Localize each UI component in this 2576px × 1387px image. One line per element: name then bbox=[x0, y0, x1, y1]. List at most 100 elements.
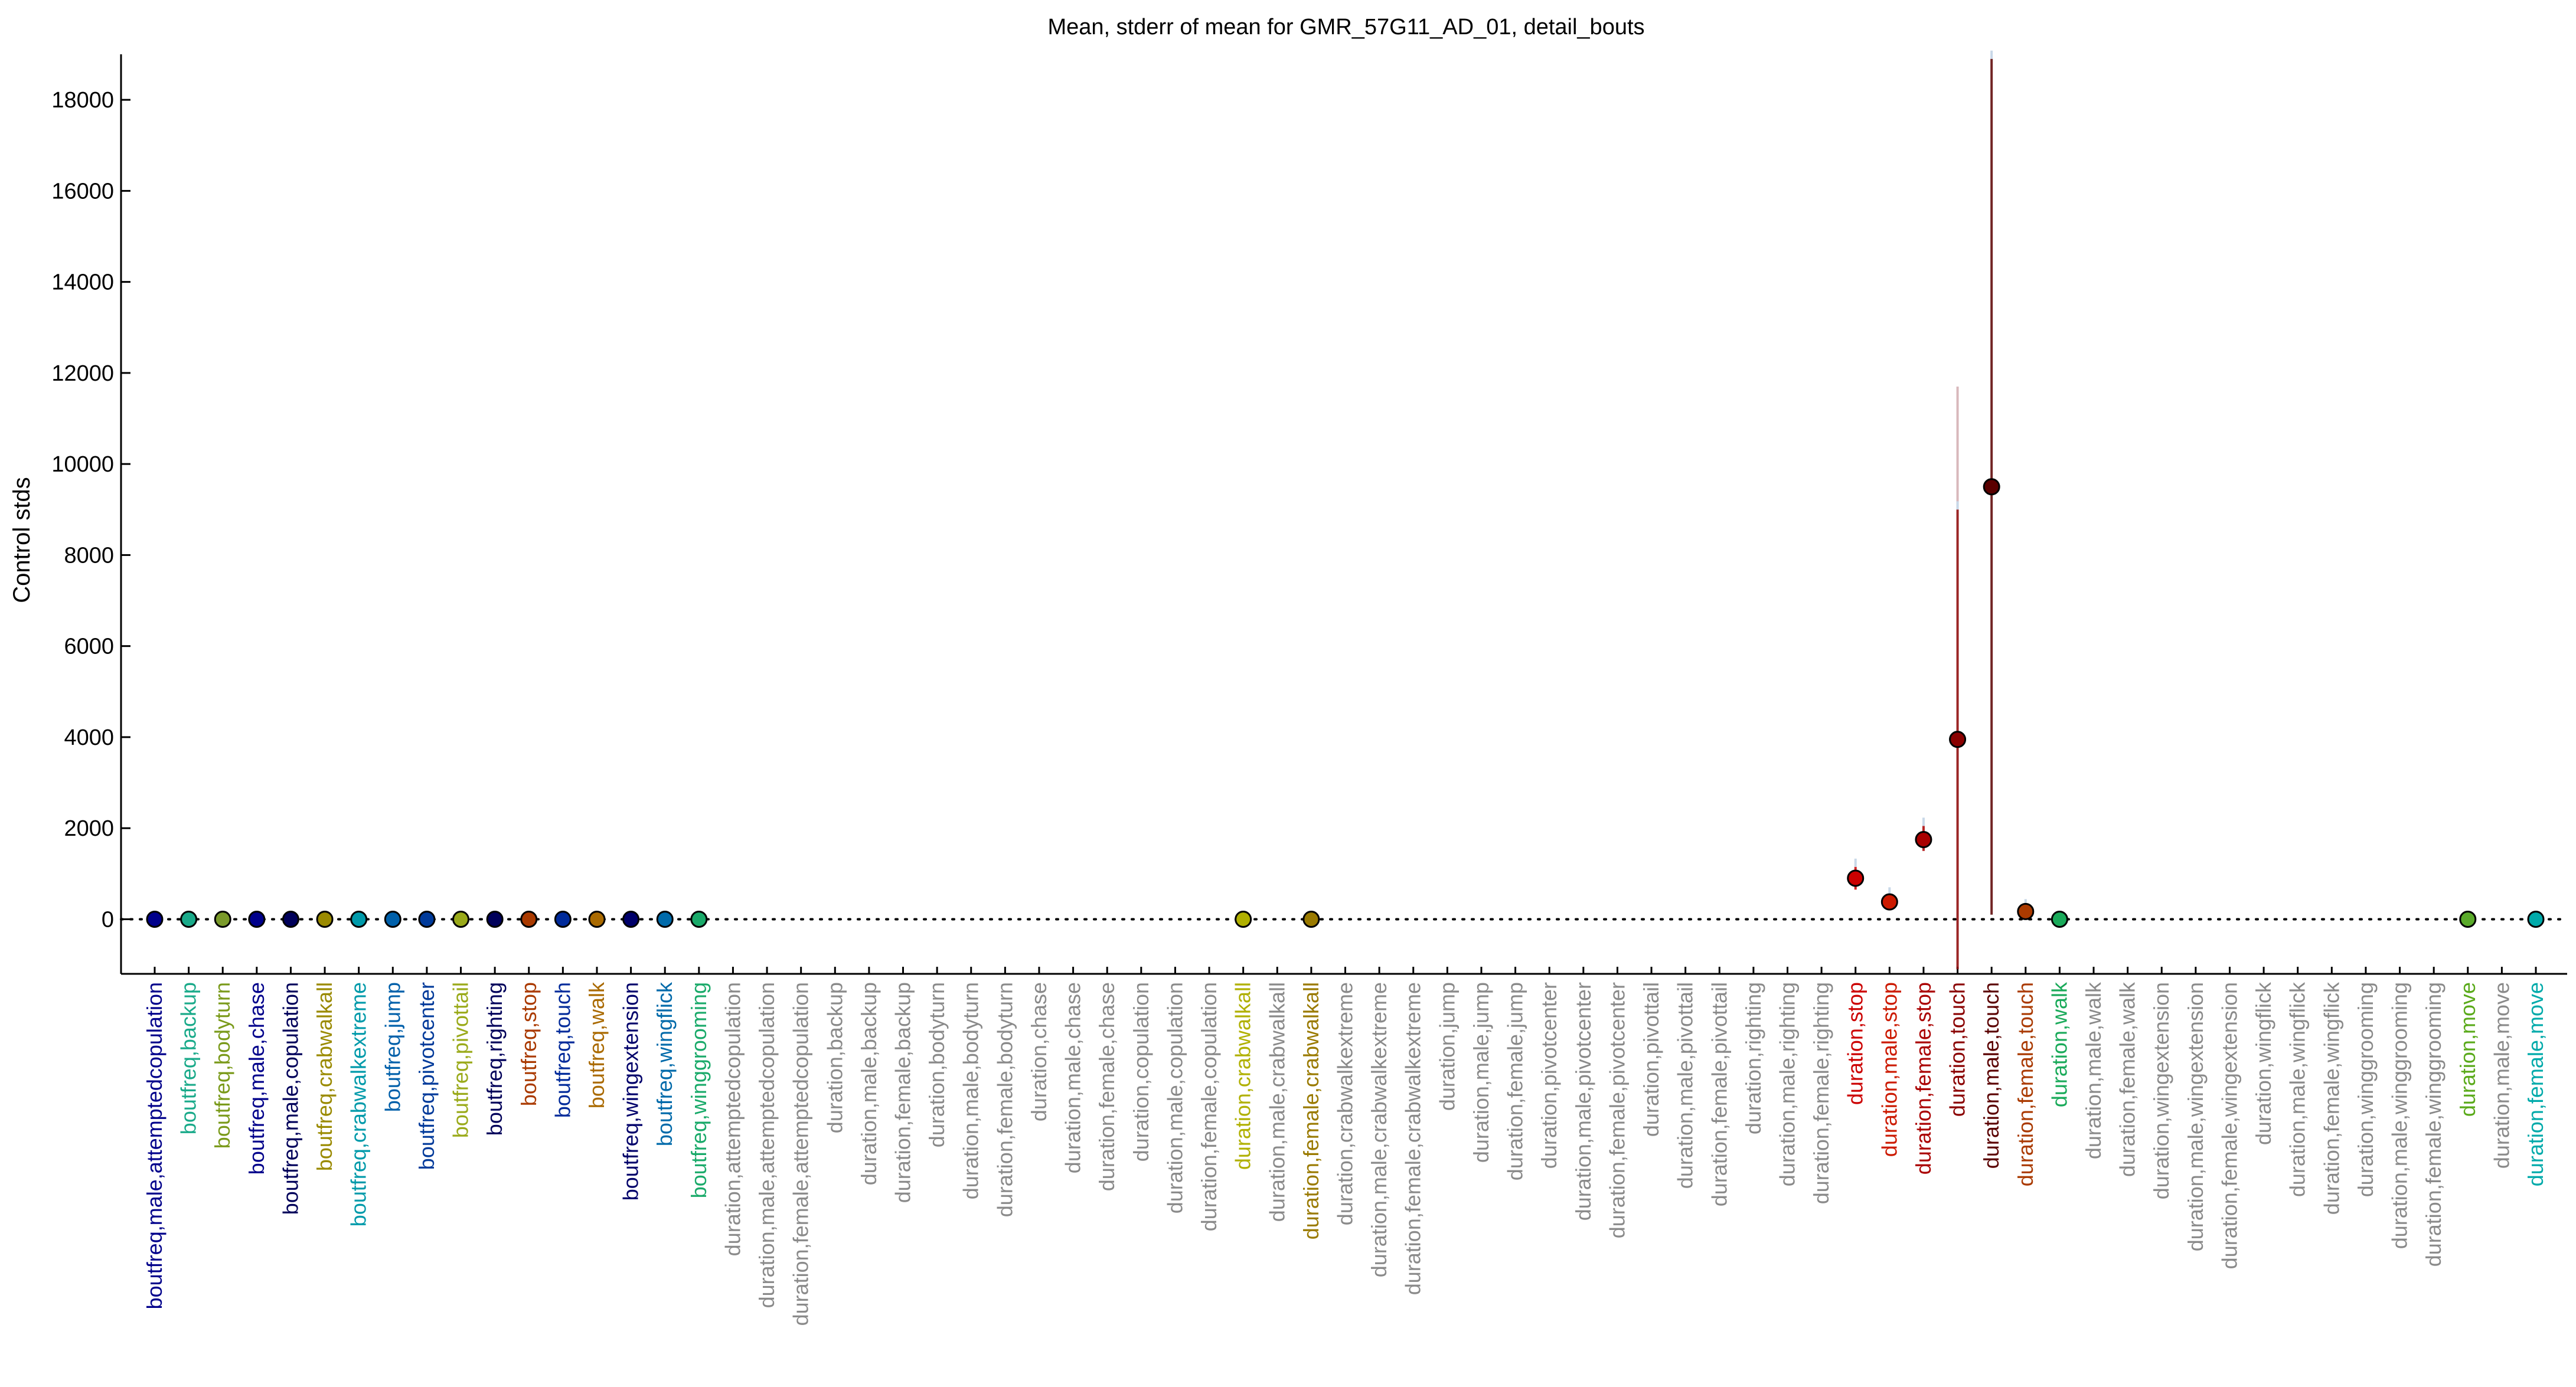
x-tick-label: duration,male,touch bbox=[1979, 982, 2003, 1169]
y-tick-label: 0 bbox=[102, 907, 114, 932]
data-point bbox=[656, 910, 674, 928]
x-tick-label: duration,female,wingextension bbox=[2217, 982, 2241, 1269]
x-tick-label: duration,wingextension bbox=[2149, 982, 2173, 1199]
x-tick-label: duration,male,crabwalkall bbox=[1265, 982, 1289, 1222]
x-tick-label: duration,righting bbox=[1741, 982, 1765, 1134]
x-tick-label: duration,female,crabwalkextreme bbox=[1401, 982, 1425, 1295]
x-tick-label: boutfreq,pivottail bbox=[449, 982, 473, 1138]
x-tick-label: duration,female,pivottail bbox=[1707, 982, 1731, 1206]
data-point bbox=[384, 910, 401, 928]
x-tick-label: duration,male,wingflick bbox=[2286, 982, 2310, 1197]
x-tick-label: boutfreq,righting bbox=[482, 982, 507, 1136]
x-tick-label: duration,female,walk bbox=[2115, 982, 2140, 1177]
data-point bbox=[2527, 910, 2545, 928]
data-point bbox=[1949, 731, 1967, 748]
data-point bbox=[520, 910, 538, 928]
x-tick-label: duration,wingflick bbox=[2251, 982, 2275, 1145]
x-tick-label: duration,female,crabwalkall bbox=[1299, 982, 1323, 1239]
x-tick-label: duration,female,touch bbox=[2013, 982, 2038, 1186]
data-point bbox=[690, 910, 708, 928]
y-tick-label: 4000 bbox=[64, 725, 114, 750]
data-point bbox=[1915, 830, 1932, 848]
y-tick-label: 16000 bbox=[51, 179, 114, 204]
x-tick-label: duration,attemptedcopulation bbox=[720, 982, 745, 1256]
x-tick-label: duration,male,jump bbox=[1469, 982, 1493, 1163]
data-point bbox=[146, 910, 164, 928]
x-tick-label: duration,male,winggrooming bbox=[2388, 982, 2412, 1249]
y-tick-label: 2000 bbox=[64, 816, 114, 841]
x-tick-label: duration,winggrooming bbox=[2353, 982, 2378, 1197]
x-tick-label: boutfreq,backup bbox=[177, 982, 201, 1134]
x-tick-label: boutfreq,male,copulation bbox=[278, 982, 302, 1215]
x-tick-label: duration,crabwalkextreme bbox=[1333, 982, 1357, 1225]
data-point bbox=[486, 910, 504, 928]
x-tick-label: duration,male,stop bbox=[1877, 982, 1901, 1157]
x-tick-label: duration,crabwalkall bbox=[1231, 982, 1255, 1170]
data-point bbox=[588, 910, 606, 928]
x-tick-label: duration,female,backup bbox=[891, 982, 915, 1203]
x-tick-label: duration,pivotcenter bbox=[1537, 982, 1561, 1169]
x-tick-label: duration,male,wingextension bbox=[2183, 982, 2208, 1251]
y-tick-label: 12000 bbox=[51, 361, 114, 386]
x-tick-label: duration,female,chase bbox=[1095, 982, 1119, 1191]
x-tick-label: duration,female,winggrooming bbox=[2421, 982, 2446, 1267]
x-tick-label: duration,male,copulation bbox=[1163, 982, 1187, 1213]
data-point bbox=[622, 910, 640, 928]
x-tick-label: duration,pivottail bbox=[1639, 982, 1663, 1137]
x-tick-label: duration,chase bbox=[1027, 982, 1051, 1121]
data-point bbox=[1983, 478, 2000, 496]
x-tick-label: boutfreq,pivotcenter bbox=[414, 982, 439, 1170]
x-tick-label: duration,male,backup bbox=[857, 982, 881, 1185]
x-tick-label: boutfreq,jump bbox=[380, 982, 404, 1112]
x-tick-label: duration,female,stop bbox=[1911, 982, 1935, 1175]
x-tick-label: duration,male,move bbox=[2489, 982, 2513, 1169]
x-tick-label: duration,male,crabwalkextreme bbox=[1367, 982, 1391, 1277]
x-tick-label: boutfreq,male,chase bbox=[244, 982, 269, 1175]
x-tick-label: duration,walk bbox=[2047, 982, 2071, 1107]
y-tick-label: 10000 bbox=[51, 452, 114, 477]
x-tick-label: duration,backup bbox=[822, 982, 847, 1133]
x-tick-label: duration,male,pivottail bbox=[1673, 982, 1697, 1189]
data-point bbox=[282, 910, 299, 928]
x-tick-label: duration,female,wingflick bbox=[2319, 982, 2343, 1215]
y-tick-label: 8000 bbox=[64, 543, 114, 568]
x-tick-label: duration,copulation bbox=[1129, 982, 1153, 1162]
axes bbox=[120, 54, 2567, 975]
data-point bbox=[554, 910, 572, 928]
x-tick-label: boutfreq,wingflick bbox=[652, 982, 677, 1146]
x-tick-label: duration,female,jump bbox=[1503, 982, 1527, 1180]
error-bars bbox=[1854, 50, 2027, 970]
data-point bbox=[350, 910, 368, 928]
data-point bbox=[248, 910, 266, 928]
x-tick-label: duration,male,bodyturn bbox=[959, 982, 983, 1199]
data-point bbox=[2017, 902, 2035, 920]
y-tick-label: 18000 bbox=[51, 88, 114, 113]
data-point bbox=[214, 910, 231, 928]
x-tick-label: duration,female,attemptedcopulation bbox=[789, 982, 813, 1326]
x-tick-label: duration,female,pivotcenter bbox=[1605, 982, 1629, 1238]
data-points bbox=[146, 478, 2545, 928]
x-tick-label: duration,male,walk bbox=[2081, 982, 2105, 1159]
chart-title: Mean, stderr of mean for GMR_57G11_AD_01… bbox=[1047, 15, 1644, 40]
y-tick-label: 14000 bbox=[51, 270, 114, 295]
data-point bbox=[2459, 910, 2477, 928]
y-tick-label: 6000 bbox=[64, 634, 114, 659]
data-point bbox=[1302, 910, 1320, 928]
x-tick-label: duration,female,bodyturn bbox=[992, 982, 1017, 1217]
x-tick-label: duration,female,move bbox=[2523, 982, 2548, 1186]
x-tick-label: duration,female,righting bbox=[1809, 982, 1833, 1204]
x-tick-label: boutfreq,winggrooming bbox=[687, 982, 711, 1198]
data-point bbox=[452, 910, 470, 928]
x-tick-label: boutfreq,walk bbox=[585, 982, 609, 1108]
x-tick-label: boutfreq,crabwalkall bbox=[312, 982, 337, 1171]
x-tick-label: boutfreq,crabwalkextreme bbox=[347, 982, 371, 1226]
x-tick-label: duration,bodyturn bbox=[925, 982, 949, 1147]
x-tick-label: boutfreq,bodyturn bbox=[210, 982, 234, 1149]
y-axis-ticks: 0 2000 4000 6000 8000 10000 12000 14000 16000 180… bbox=[51, 88, 130, 932]
data-point bbox=[316, 910, 334, 928]
x-tick-label: duration,female,copulation bbox=[1197, 982, 1221, 1231]
data-point bbox=[1235, 910, 1252, 928]
y-axis-label: Control stds bbox=[9, 477, 35, 603]
x-tick-label: boutfreq,male,attemptedcopulation bbox=[142, 982, 166, 1309]
